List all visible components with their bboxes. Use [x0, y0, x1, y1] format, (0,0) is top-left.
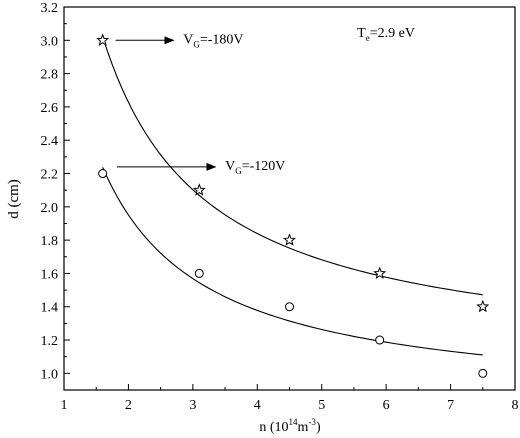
star-marker — [282, 233, 297, 246]
y-tick-label: 2.6 — [41, 101, 59, 116]
circle-marker — [478, 368, 488, 378]
y-tick-label: 2.8 — [41, 68, 59, 83]
star-marker — [96, 33, 110, 46]
annotation-label: Te=2.9 eV — [357, 26, 415, 43]
x-tick-label: 7 — [447, 398, 454, 413]
y-axis-label: d (cm) — [6, 179, 22, 219]
y-tick-label: 2.0 — [41, 201, 59, 216]
circle-marker — [98, 169, 108, 179]
circle-marker — [375, 335, 385, 345]
y-tick-label: 3.0 — [41, 34, 59, 49]
y-tick-label: 1.0 — [41, 367, 59, 382]
fit-curve-series-2 — [102, 167, 483, 356]
x-axis-label: n (1014m-3) — [259, 417, 321, 435]
star-marker — [373, 266, 387, 279]
annotation-label: VG=-120V — [225, 159, 285, 176]
axes: 1 2 3 4 5 6 7 8 1.0 1.2 1.4 1.6 1.8 2.0 2.2 2.4 2.6 2.8 3.… — [41, 1, 519, 413]
fit-curve-series-1 — [102, 36, 483, 296]
x-tick-label: 1 — [61, 398, 68, 413]
x-tick-label: 8 — [512, 398, 519, 413]
y-tick-label: 2.2 — [41, 168, 59, 183]
y-tick-label: 3.2 — [41, 1, 59, 16]
y-tick-label: 1.8 — [41, 234, 59, 249]
plot-area — [63, 6, 516, 391]
fit-curves — [102, 36, 483, 356]
annotation-label: VG=-180V — [183, 33, 243, 50]
circle-marker — [194, 268, 204, 278]
data-markers — [96, 33, 490, 378]
x-tick-label: 6 — [383, 398, 390, 413]
annotations: VG=-180V VG=-120V Te=2.9 eV — [115, 26, 415, 176]
y-tick-label: 1.2 — [41, 334, 59, 349]
y-tick-label: 1.4 — [41, 301, 59, 316]
x-tick-label: 3 — [189, 398, 196, 413]
x-tick-label: 4 — [254, 398, 261, 413]
x-tick-label: 5 — [318, 398, 325, 413]
star-marker — [192, 183, 206, 196]
circle-marker — [285, 302, 294, 312]
star-marker — [476, 299, 490, 313]
x-tick-label: 2 — [125, 398, 132, 413]
y-tick-label: 1.6 — [41, 267, 59, 282]
y-tick-label: 2.4 — [41, 134, 59, 149]
